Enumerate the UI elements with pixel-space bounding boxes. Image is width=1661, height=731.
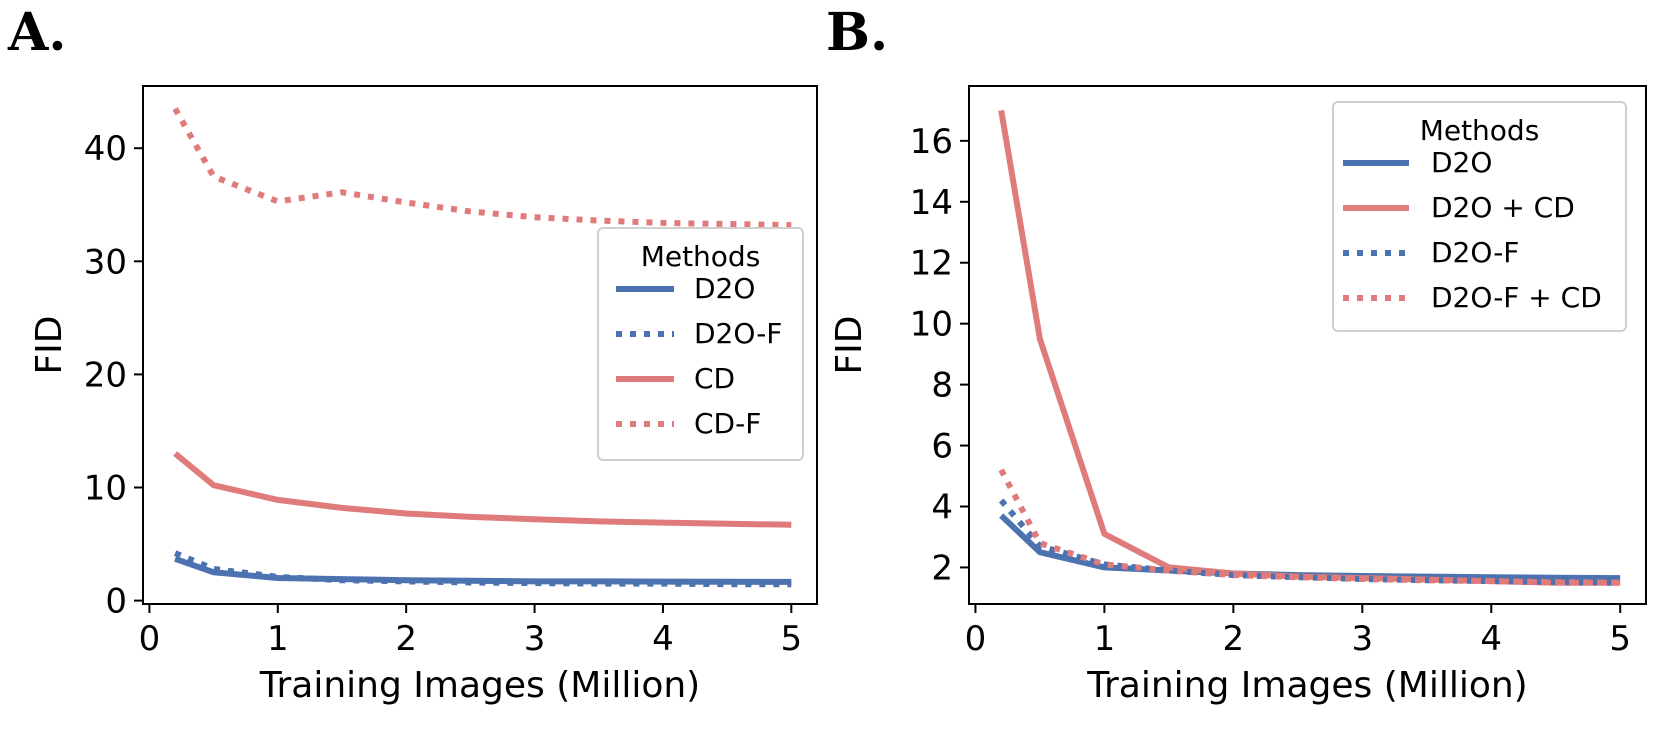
y-tick-label: 40 <box>84 129 127 169</box>
x-tick-label: 1 <box>267 619 289 659</box>
series-line-d2o <box>174 555 792 585</box>
chart-panel-0: A. 0 1 2 3 4 5 0 10 20 30 40 Training Images (Millio… <box>7 2 818 706</box>
legend-entry: D2O <box>1431 146 1492 179</box>
y-tick-label: 10 <box>84 469 127 509</box>
y-tick-label: 16 <box>910 122 953 162</box>
series-line-cd-f <box>172 107 792 229</box>
plot-frame <box>142 85 818 605</box>
y-axis-title: FID <box>829 315 870 374</box>
y-tick-label: 0 <box>105 582 127 622</box>
series-line-d2o-f <box>998 498 1621 586</box>
y-tick-label: 6 <box>931 427 953 467</box>
x-axis-title: Training Images (Million) <box>1086 665 1527 706</box>
x-tick-label: 1 <box>1094 619 1116 659</box>
y-tick-label: 14 <box>910 183 953 223</box>
legend-entry: D2O-F <box>694 317 782 350</box>
y-tick-label: 2 <box>931 548 953 588</box>
x-tick-label: 4 <box>1480 619 1502 659</box>
x-tick-label: 5 <box>781 619 803 659</box>
panel-label: A. <box>7 2 66 63</box>
x-tick-label: 0 <box>965 619 987 659</box>
legend-title: Methods <box>1420 114 1540 147</box>
legend-entry: D2O-F + CD <box>1431 281 1602 314</box>
y-tick-label: 8 <box>931 366 953 406</box>
y-tick-label: 4 <box>931 487 953 527</box>
x-tick-label: 5 <box>1609 619 1631 659</box>
panel-label: B. <box>826 2 888 63</box>
legend-entry: CD-F <box>694 407 761 440</box>
x-tick-label: 2 <box>395 619 417 659</box>
x-tick-label: 3 <box>1351 619 1373 659</box>
series-line-d2o-f <box>173 550 792 588</box>
legend-box <box>1332 101 1627 332</box>
plot-frame <box>968 85 1647 605</box>
legend-entry: CD <box>694 362 735 395</box>
x-tick-label: 3 <box>524 619 546 659</box>
legend-entry: D2O + CD <box>1431 191 1575 224</box>
series-line-d2o <box>999 513 1621 582</box>
legend-entry: D2O-F <box>1431 236 1519 269</box>
legend-entry: D2O <box>694 272 755 305</box>
series-line-d2o-f-cd <box>998 468 1621 586</box>
x-tick-label: 0 <box>139 619 161 659</box>
x-tick-label: 4 <box>652 619 674 659</box>
legend-title: Methods <box>641 240 761 273</box>
y-tick-label: 12 <box>910 244 953 284</box>
y-tick-label: 10 <box>910 305 953 345</box>
series-line-cd <box>173 451 792 528</box>
y-tick-label: 20 <box>84 355 127 395</box>
x-axis-title: Training Images (Million) <box>259 665 700 706</box>
y-axis-title: FID <box>29 315 70 374</box>
x-tick-label: 2 <box>1223 619 1245 659</box>
y-tick-label: 30 <box>84 242 127 282</box>
